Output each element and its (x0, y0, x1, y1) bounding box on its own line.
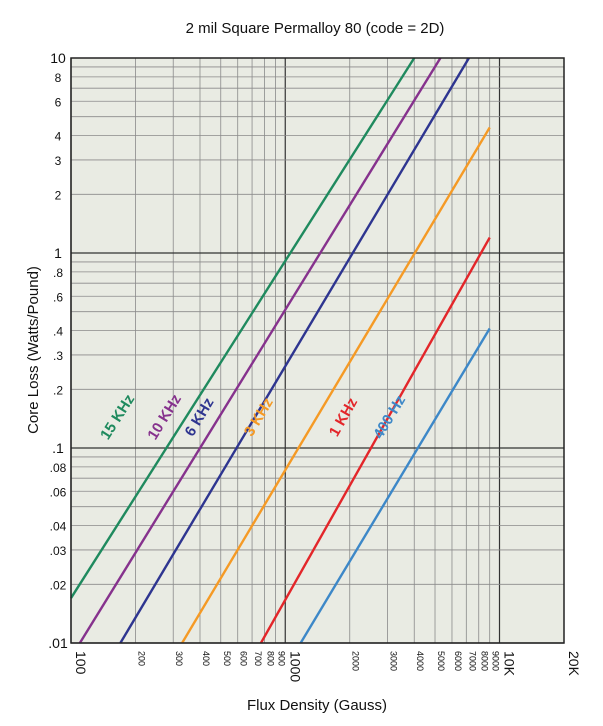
x-tick-label: 8000 (480, 651, 490, 671)
chart-title: 2 mil Square Permalloy 80 (code = 2D) (186, 20, 445, 37)
plot-frame (70, 57, 565, 644)
y-tick-label: .06 (50, 485, 67, 499)
series-line-6-khz (119, 57, 470, 644)
x-tick-label: 700 (253, 651, 263, 666)
x-tick-label: 2000 (351, 651, 361, 671)
y-tick-label: 8 (55, 71, 62, 85)
x-tick-label: 7000 (467, 651, 477, 671)
x-tick-label: 200 (136, 651, 146, 666)
x-tick-label: 4000 (415, 651, 425, 671)
y-tick-label: .02 (50, 578, 67, 592)
y-tick-label: 10 (50, 50, 66, 66)
x-tick-label: 3000 (388, 651, 398, 671)
series-line-3-khz (181, 126, 491, 644)
x-tick-label: 6000 (453, 651, 463, 671)
x-tick-label: 100 (73, 651, 89, 675)
y-tick-label: .1 (52, 440, 64, 456)
x-tick-label: 900 (276, 651, 286, 666)
y-tick-label: .08 (50, 461, 67, 475)
y-tick-label: .2 (53, 383, 63, 397)
y-tick-label: .04 (50, 520, 67, 534)
y-tick-label: .01 (48, 635, 68, 651)
y-tick-label: .3 (53, 349, 63, 363)
x-tick-label: 600 (239, 651, 249, 666)
y-tick-label: 2 (55, 188, 62, 202)
series-line-10-khz (78, 57, 442, 644)
y-tick-label: .8 (53, 266, 63, 280)
series-group (69, 57, 491, 644)
y-axis-label: Core Loss (Watts/Pound) (25, 266, 42, 434)
series-line-15-khz (69, 57, 416, 599)
x-tick-label: 5000 (436, 651, 446, 671)
series-line-1-khz (259, 236, 491, 644)
x-tick-label: 10K (502, 651, 518, 677)
y-tick-label: 4 (55, 130, 62, 144)
y-tick-label: 3 (55, 154, 62, 168)
series-line-400-hz (299, 327, 491, 644)
x-tick-label: 400 (201, 651, 211, 666)
plot-area (71, 58, 564, 643)
y-tick-label: .03 (50, 544, 67, 558)
x-axis-label: Flux Density (Gauss) (247, 697, 387, 714)
x-tick-label: 20K (566, 651, 582, 677)
x-tick-label: 800 (265, 651, 275, 666)
x-tick-label: 500 (222, 651, 232, 666)
y-tick-label: 1 (54, 245, 62, 261)
y-tick-label: .6 (53, 290, 63, 304)
y-tick-label: 6 (55, 95, 62, 109)
x-tick-label: 9000 (491, 651, 501, 671)
x-tick-label: 1000 (287, 651, 303, 682)
tick-labels: 10 8 6 4 3 2 1 .8 .6 .4 .3 .2 .1 .08 .06 .04 .03 .02 .01 10… (48, 50, 582, 682)
y-tick-label: .4 (53, 325, 63, 339)
x-tick-label: 300 (174, 651, 184, 666)
